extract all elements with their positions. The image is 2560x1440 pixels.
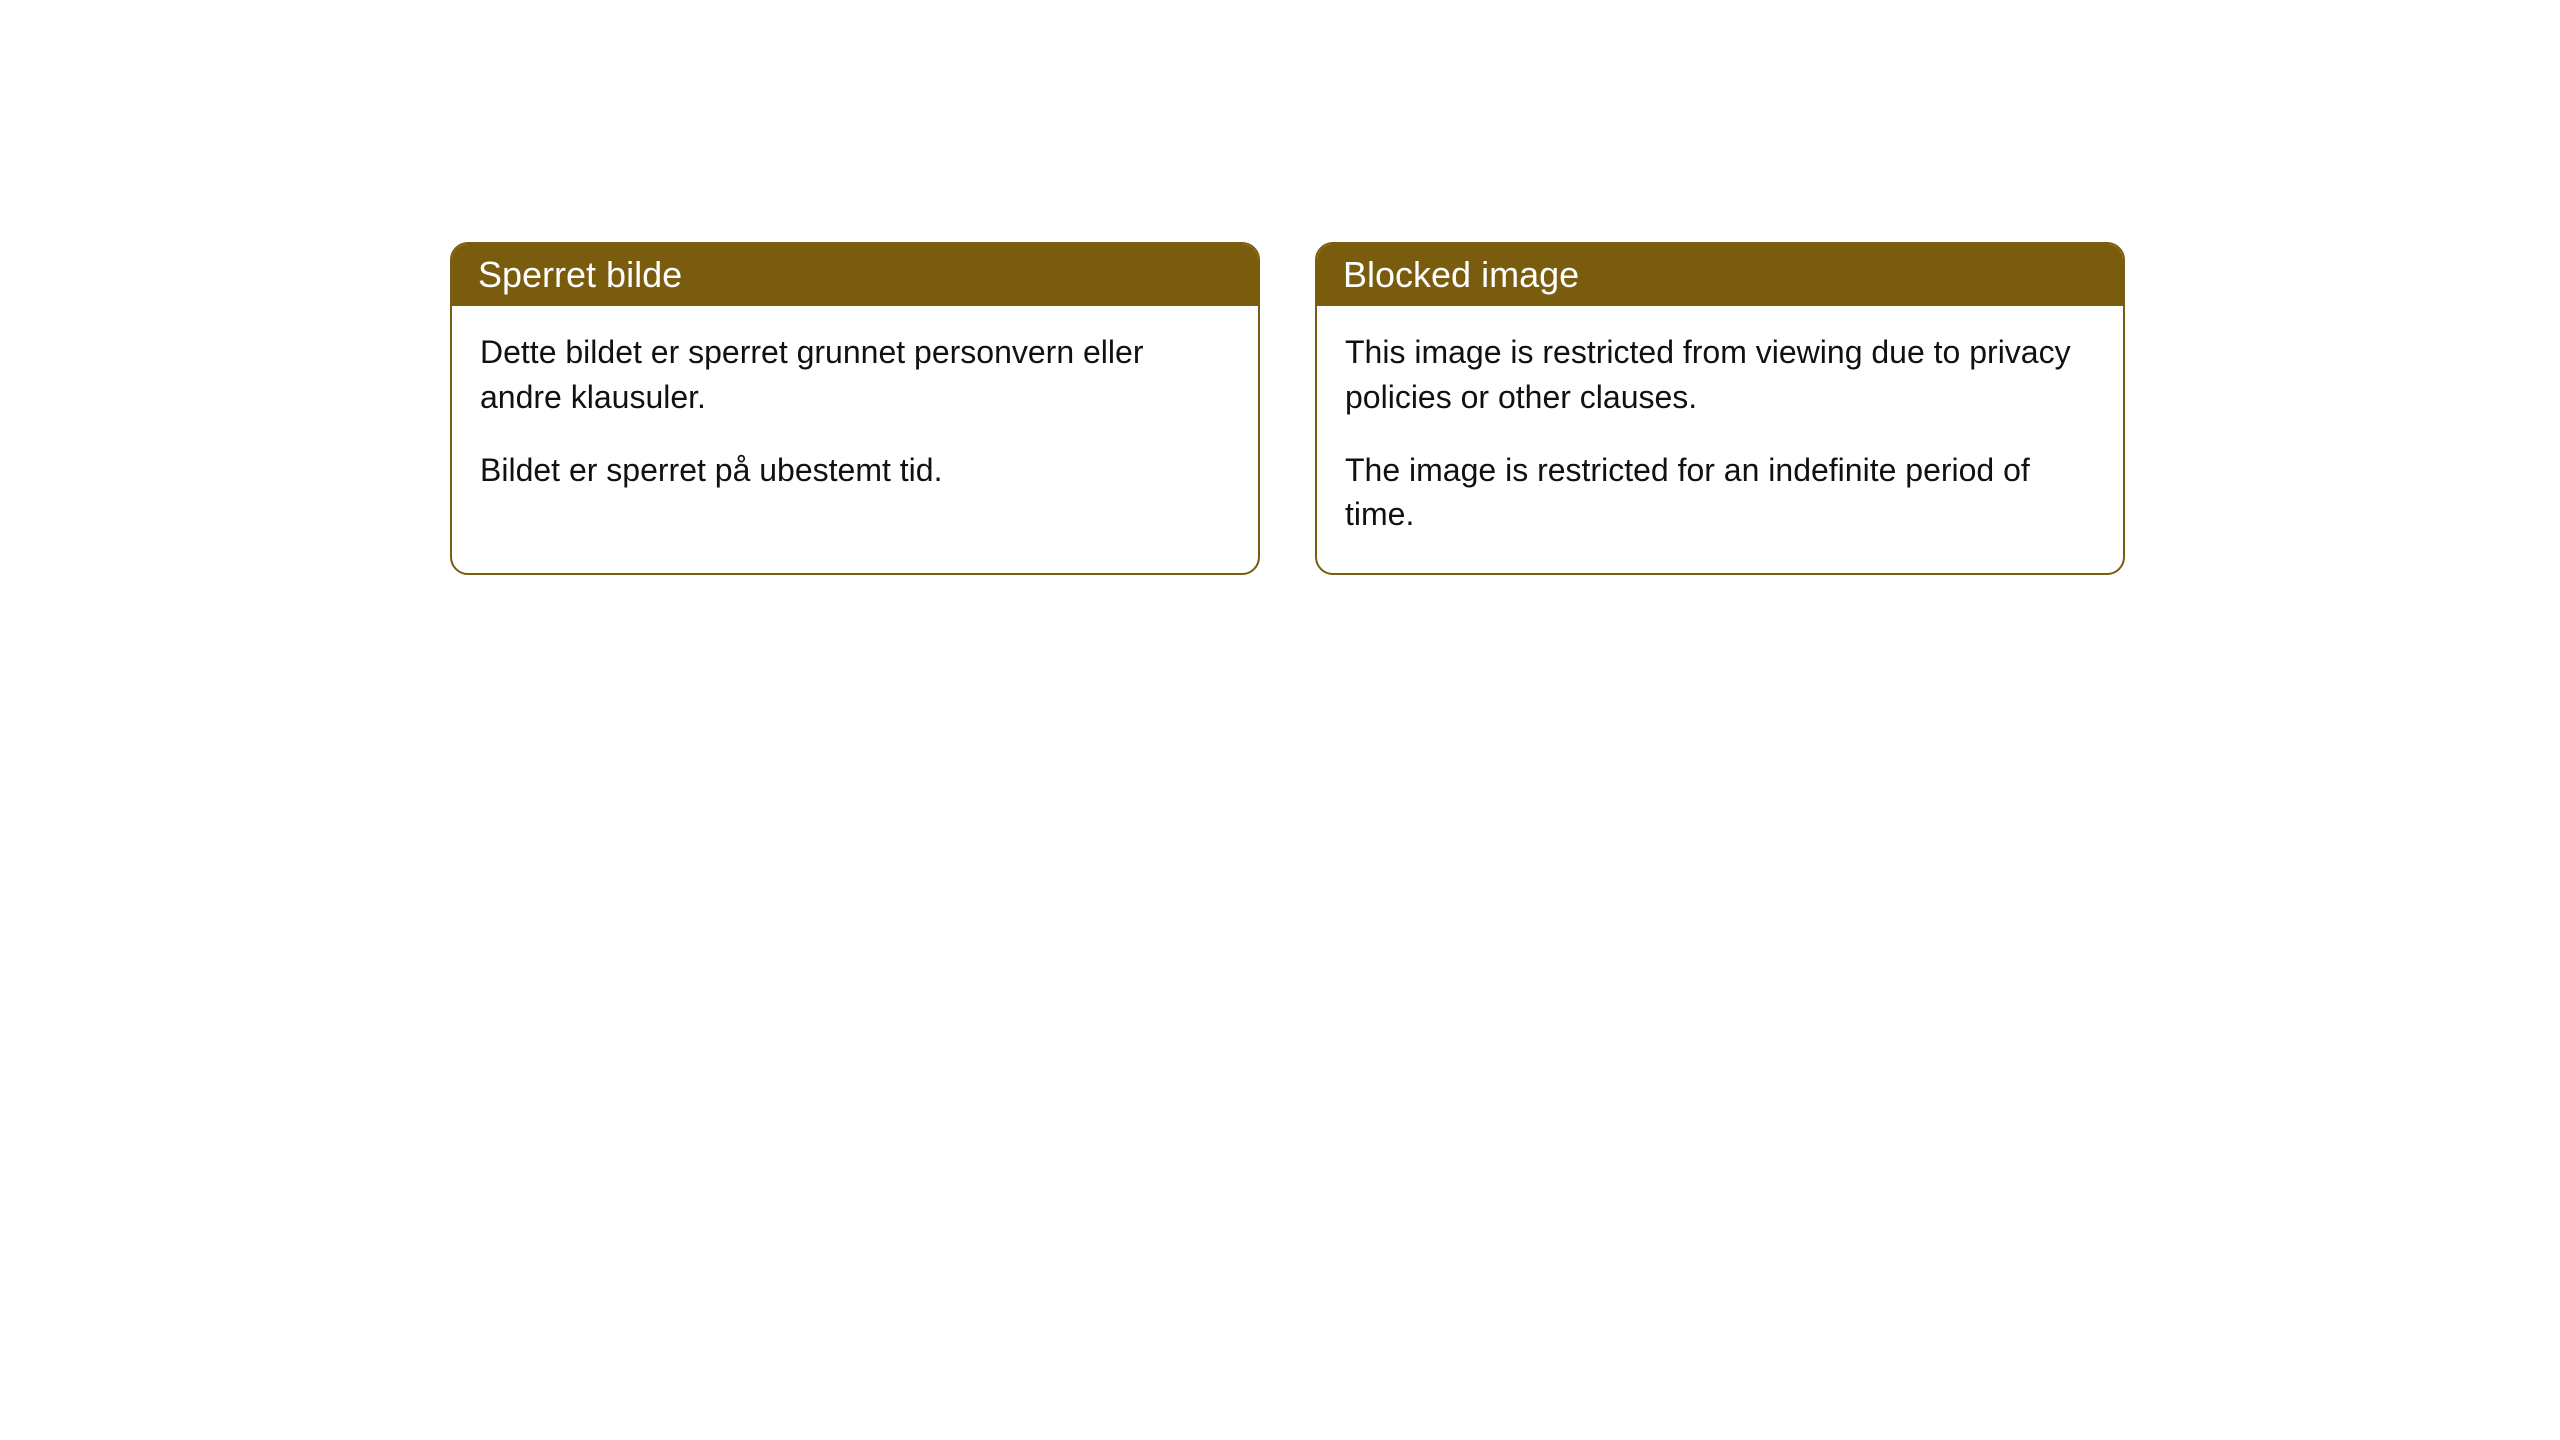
- card-body: Dette bildet er sperret grunnet personve…: [452, 306, 1258, 528]
- notice-paragraph: Bildet er sperret på ubestemt tid.: [480, 448, 1230, 493]
- notice-card-norwegian: Sperret bilde Dette bildet er sperret gr…: [450, 242, 1260, 575]
- notice-card-english: Blocked image This image is restricted f…: [1315, 242, 2125, 575]
- card-header: Blocked image: [1317, 244, 2123, 306]
- notice-paragraph: The image is restricted for an indefinit…: [1345, 448, 2095, 538]
- notice-paragraph: Dette bildet er sperret grunnet personve…: [480, 330, 1230, 420]
- notice-paragraph: This image is restricted from viewing du…: [1345, 330, 2095, 420]
- card-header: Sperret bilde: [452, 244, 1258, 306]
- notice-container: Sperret bilde Dette bildet er sperret gr…: [450, 242, 2125, 575]
- card-body: This image is restricted from viewing du…: [1317, 306, 2123, 573]
